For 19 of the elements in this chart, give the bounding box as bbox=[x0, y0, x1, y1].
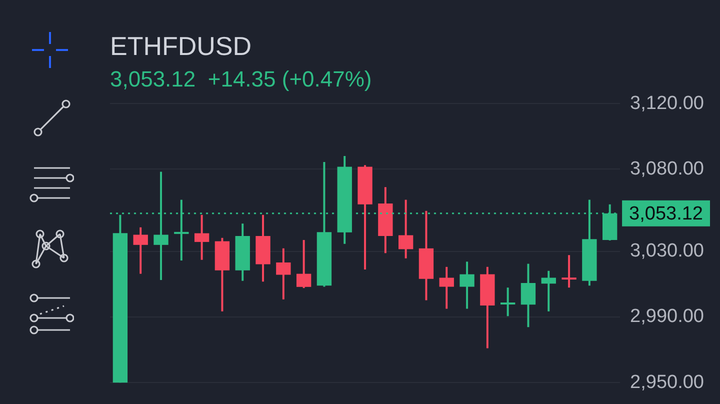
candlestick bbox=[520, 262, 536, 328]
chart-subtitle: 3,053.12 +14.35 (+0.47%) bbox=[110, 66, 372, 92]
candlestick bbox=[562, 254, 576, 289]
candlestick bbox=[541, 270, 556, 312]
candlestick bbox=[276, 247, 291, 300]
ref-line-label: 3,053.12 bbox=[629, 204, 704, 225]
y-tick-label: 3,080.00 bbox=[630, 158, 704, 180]
candlestick bbox=[194, 214, 210, 261]
candlestick bbox=[439, 266, 454, 310]
candlestick bbox=[133, 226, 148, 275]
y-tick-label: 3,120.00 bbox=[630, 92, 704, 114]
y-tick-label: 2,950.00 bbox=[630, 372, 704, 393]
candlestick bbox=[500, 286, 516, 318]
y-tick-label: 3,030.00 bbox=[630, 240, 704, 262]
y-tick-label: 2,990.00 bbox=[630, 306, 704, 328]
candlestick bbox=[460, 260, 474, 310]
candlestick bbox=[398, 198, 414, 260]
candlestick bbox=[296, 238, 312, 290]
chart-title: ETHFDUSD bbox=[110, 30, 252, 61]
